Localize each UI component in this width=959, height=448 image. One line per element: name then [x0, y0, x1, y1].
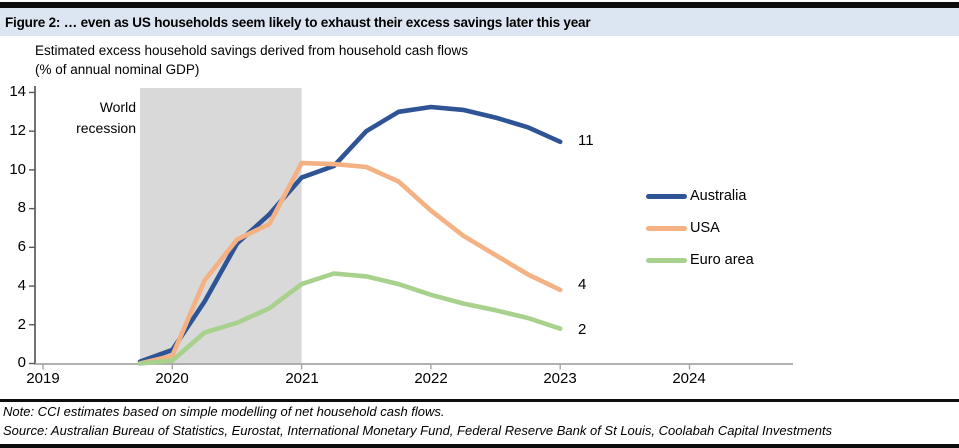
- footer-notes: Note: CCI estimates based on simple mode…: [3, 403, 956, 440]
- chart-subtitle: Estimated excess household savings deriv…: [35, 41, 468, 79]
- end-label-australia: 11: [578, 132, 594, 149]
- y-axis-tick-label: 14: [9, 83, 26, 100]
- y-axis-tick-label: 6: [17, 238, 26, 255]
- legend-item-usa: USA: [646, 218, 754, 238]
- figure-title: Figure 2: … even as US households seem l…: [5, 14, 591, 30]
- legend-label-euro-area: Euro area: [690, 252, 754, 268]
- footer-note: Note: CCI estimates based on simple mode…: [3, 404, 445, 419]
- series-line-euro-area: [137, 271, 563, 366]
- notes-separator-rule: [0, 399, 959, 402]
- y-axis-tick-label: 12: [9, 122, 26, 139]
- end-label-usa: 4: [578, 276, 587, 293]
- figure-title-bar: Figure 2: … even as US households seem l…: [0, 8, 959, 36]
- euro-area-line-swatch: [646, 257, 687, 263]
- legend-label-australia: Australia: [690, 188, 747, 204]
- y-axis-tick-label: 4: [17, 277, 26, 294]
- legend-label-usa: USA: [690, 220, 720, 236]
- x-axis-tick-label: 2020: [155, 370, 189, 387]
- x-axis-tick-label: 2023: [543, 370, 577, 387]
- y-axis-tick-label: 8: [17, 199, 26, 216]
- chart-subtitle-line1: Estimated excess household savings deriv…: [35, 43, 468, 58]
- recession-band: [139, 88, 302, 364]
- y-axis-tick-label: 10: [9, 161, 26, 178]
- recession-annotation-line1: World: [99, 99, 136, 115]
- end-label-euro-area: 2: [578, 321, 587, 338]
- recession-annotation: World recession: [76, 97, 136, 139]
- top-rule: [0, 2, 959, 8]
- y-axis-tick-label: 0: [17, 354, 26, 371]
- usa-line-swatch: [646, 225, 687, 231]
- series-line-australia: [137, 104, 563, 364]
- x-axis-tick-label: 2019: [26, 370, 60, 387]
- series-line-usa: [137, 160, 563, 366]
- legend: Australia USA Euro area: [646, 186, 754, 282]
- legend-item-euro-area: Euro area: [646, 250, 754, 270]
- x-axis-tick-label: 2021: [285, 370, 319, 387]
- chart-subtitle-line2: (% of annual nominal GDP): [35, 62, 200, 77]
- x-axis-tick-label: 2024: [672, 370, 706, 387]
- australia-line-swatch: [646, 193, 687, 199]
- chart-svg: [29, 86, 793, 370]
- bottom-rule: [0, 444, 959, 448]
- legend-item-australia: Australia: [646, 186, 754, 206]
- footer-source: Source: Australian Bureau of Statistics,…: [3, 422, 833, 438]
- x-axis-tick-label: 2022: [414, 370, 448, 387]
- recession-annotation-line2: recession: [76, 120, 136, 136]
- y-axis-tick-label: 2: [17, 316, 26, 333]
- chart-area: Estimated excess household savings deriv…: [0, 36, 959, 400]
